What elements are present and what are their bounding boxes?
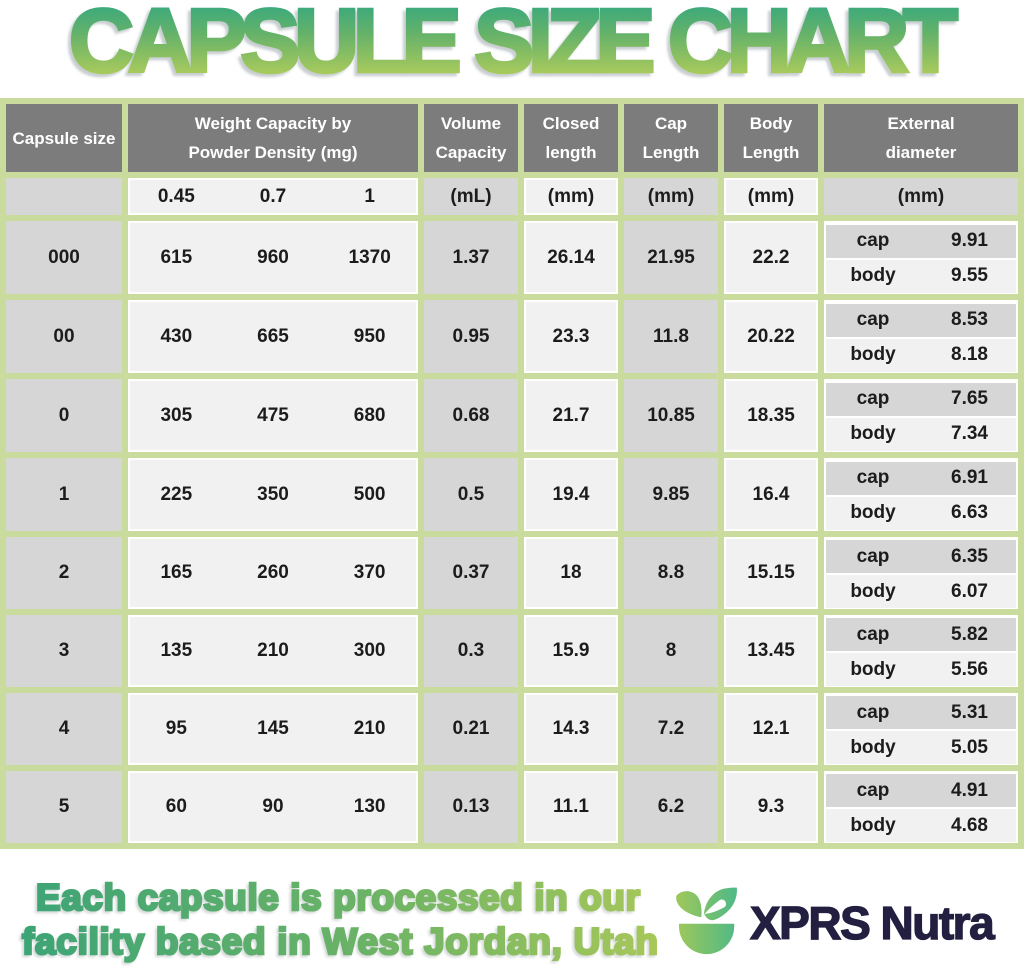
svg-text:CAPSULE SIZE CHART: CAPSULE SIZE CHART	[69, 0, 958, 92]
svg-text:Each capsule is processed in o: Each capsule is processed in our	[36, 877, 640, 918]
svg-text:facility based in West Jordan,: facility based in West Jordan, Utah	[22, 921, 658, 962]
